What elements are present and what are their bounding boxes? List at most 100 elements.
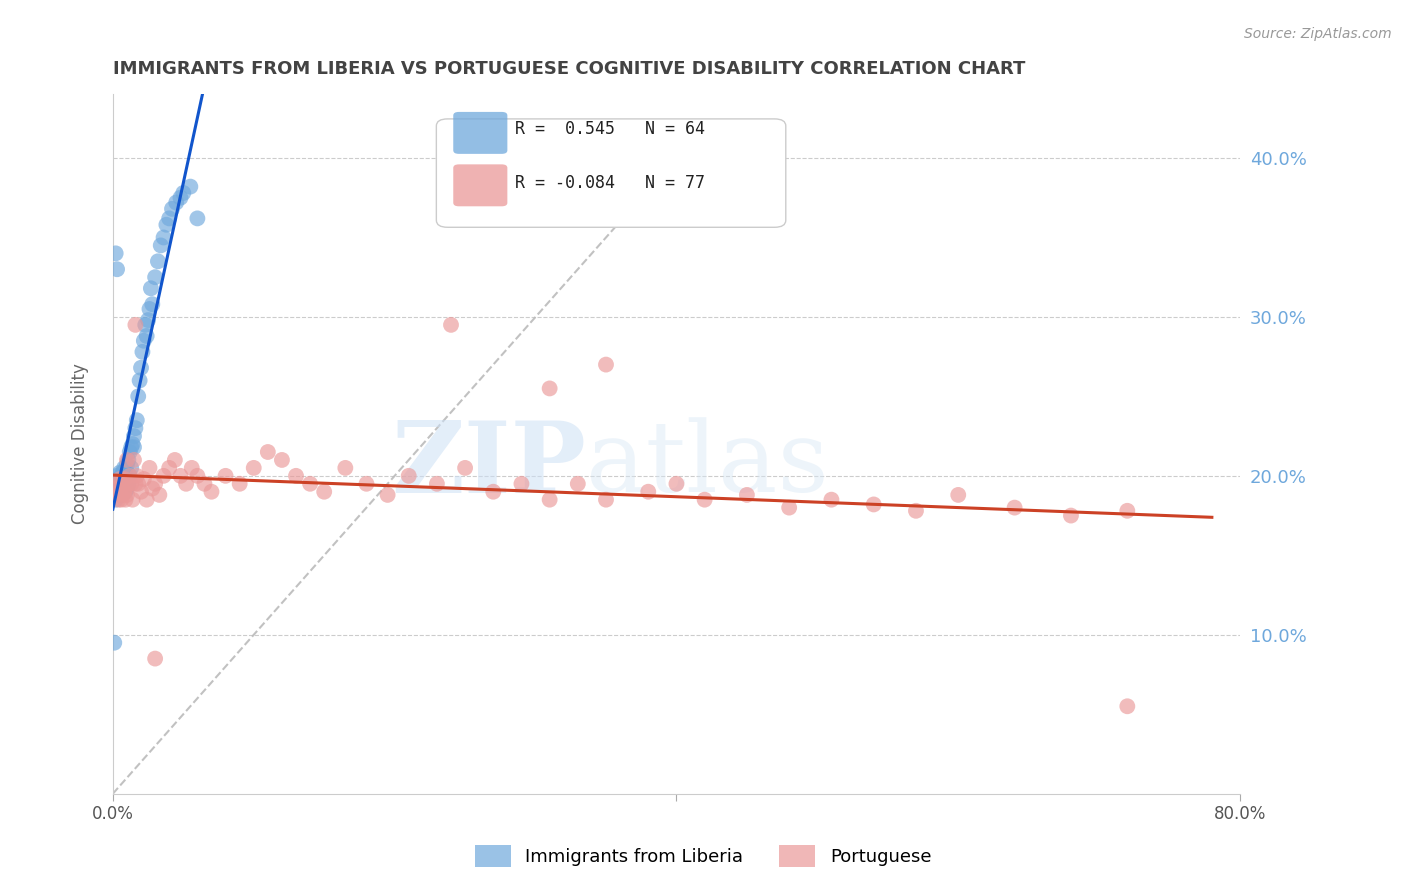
Point bbox=[112, 484, 135, 499]
Point bbox=[146, 254, 169, 268]
Point bbox=[214, 468, 236, 483]
Point bbox=[186, 468, 208, 483]
Text: IMMIGRANTS FROM LIBERIA VS PORTUGUESE COGNITIVE DISABILITY CORRELATION CHART: IMMIGRANTS FROM LIBERIA VS PORTUGUESE CO… bbox=[112, 60, 1025, 78]
Point bbox=[120, 476, 142, 491]
Point bbox=[335, 461, 357, 475]
Point bbox=[148, 488, 170, 502]
Point bbox=[179, 179, 201, 194]
Point bbox=[107, 472, 129, 486]
Legend: Immigrants from Liberia, Portuguese: Immigrants from Liberia, Portuguese bbox=[467, 838, 939, 874]
Point bbox=[115, 458, 138, 472]
Point bbox=[108, 484, 131, 499]
Point bbox=[271, 453, 294, 467]
Point bbox=[108, 466, 131, 480]
Point bbox=[693, 492, 716, 507]
Point bbox=[110, 488, 132, 502]
Point bbox=[122, 453, 145, 467]
Point bbox=[122, 429, 145, 443]
Point bbox=[105, 262, 128, 277]
Point bbox=[110, 482, 132, 496]
Point bbox=[134, 318, 156, 332]
Point bbox=[108, 472, 131, 486]
Point bbox=[174, 476, 197, 491]
Point bbox=[127, 389, 149, 403]
Point bbox=[131, 344, 153, 359]
Point bbox=[169, 191, 191, 205]
Point bbox=[143, 270, 166, 285]
Point bbox=[193, 476, 215, 491]
Point bbox=[595, 492, 617, 507]
Point bbox=[180, 461, 202, 475]
Point bbox=[105, 484, 128, 499]
Point bbox=[1004, 500, 1026, 515]
Point bbox=[104, 488, 127, 502]
Point bbox=[904, 504, 927, 518]
Point bbox=[155, 218, 177, 232]
Point bbox=[595, 358, 617, 372]
Point bbox=[117, 476, 139, 491]
Point bbox=[108, 476, 131, 491]
Point bbox=[105, 468, 128, 483]
Point bbox=[114, 492, 136, 507]
Point bbox=[141, 297, 163, 311]
Point bbox=[136, 313, 159, 327]
Point bbox=[567, 476, 589, 491]
Point bbox=[132, 334, 155, 348]
Text: R = -0.084   N = 77: R = -0.084 N = 77 bbox=[515, 174, 706, 193]
Point bbox=[778, 500, 800, 515]
Point bbox=[200, 484, 222, 499]
Point bbox=[242, 461, 264, 475]
Point bbox=[107, 492, 129, 507]
Text: Source: ZipAtlas.com: Source: ZipAtlas.com bbox=[1244, 27, 1392, 41]
Point bbox=[124, 421, 146, 435]
Point bbox=[665, 476, 688, 491]
Point bbox=[510, 476, 533, 491]
Text: R =  0.545   N = 64: R = 0.545 N = 64 bbox=[515, 120, 706, 138]
Point bbox=[139, 281, 162, 295]
Point bbox=[1060, 508, 1083, 523]
Point bbox=[135, 492, 157, 507]
Point bbox=[111, 476, 134, 491]
Point bbox=[104, 476, 127, 491]
Point bbox=[128, 374, 150, 388]
Point bbox=[121, 437, 143, 451]
Point bbox=[165, 195, 187, 210]
FancyBboxPatch shape bbox=[453, 164, 508, 206]
Point bbox=[103, 482, 125, 496]
Point bbox=[152, 468, 174, 483]
Point bbox=[122, 440, 145, 454]
FancyBboxPatch shape bbox=[453, 112, 508, 153]
Point bbox=[138, 461, 160, 475]
Point bbox=[112, 482, 135, 496]
Point bbox=[538, 381, 561, 395]
Point bbox=[143, 476, 166, 491]
Point bbox=[538, 492, 561, 507]
Point bbox=[105, 476, 128, 491]
Point bbox=[862, 498, 884, 512]
Point bbox=[398, 468, 420, 483]
Point bbox=[104, 492, 127, 507]
Point bbox=[114, 462, 136, 476]
Point bbox=[107, 482, 129, 496]
Point bbox=[125, 468, 148, 483]
Point bbox=[135, 329, 157, 343]
Point bbox=[160, 202, 183, 216]
Point bbox=[114, 482, 136, 496]
Point bbox=[120, 440, 142, 454]
Point bbox=[118, 468, 141, 483]
Point bbox=[152, 230, 174, 244]
Point bbox=[112, 461, 135, 475]
Text: ZIP: ZIP bbox=[391, 417, 586, 514]
Point bbox=[108, 484, 131, 499]
Point bbox=[163, 453, 186, 467]
Point bbox=[127, 476, 149, 491]
Point bbox=[256, 445, 278, 459]
Point bbox=[129, 484, 152, 499]
Point bbox=[115, 468, 138, 483]
FancyBboxPatch shape bbox=[436, 119, 786, 227]
Point bbox=[299, 476, 322, 491]
Point bbox=[124, 318, 146, 332]
Point bbox=[111, 475, 134, 490]
Point bbox=[637, 484, 659, 499]
Point bbox=[172, 186, 194, 200]
